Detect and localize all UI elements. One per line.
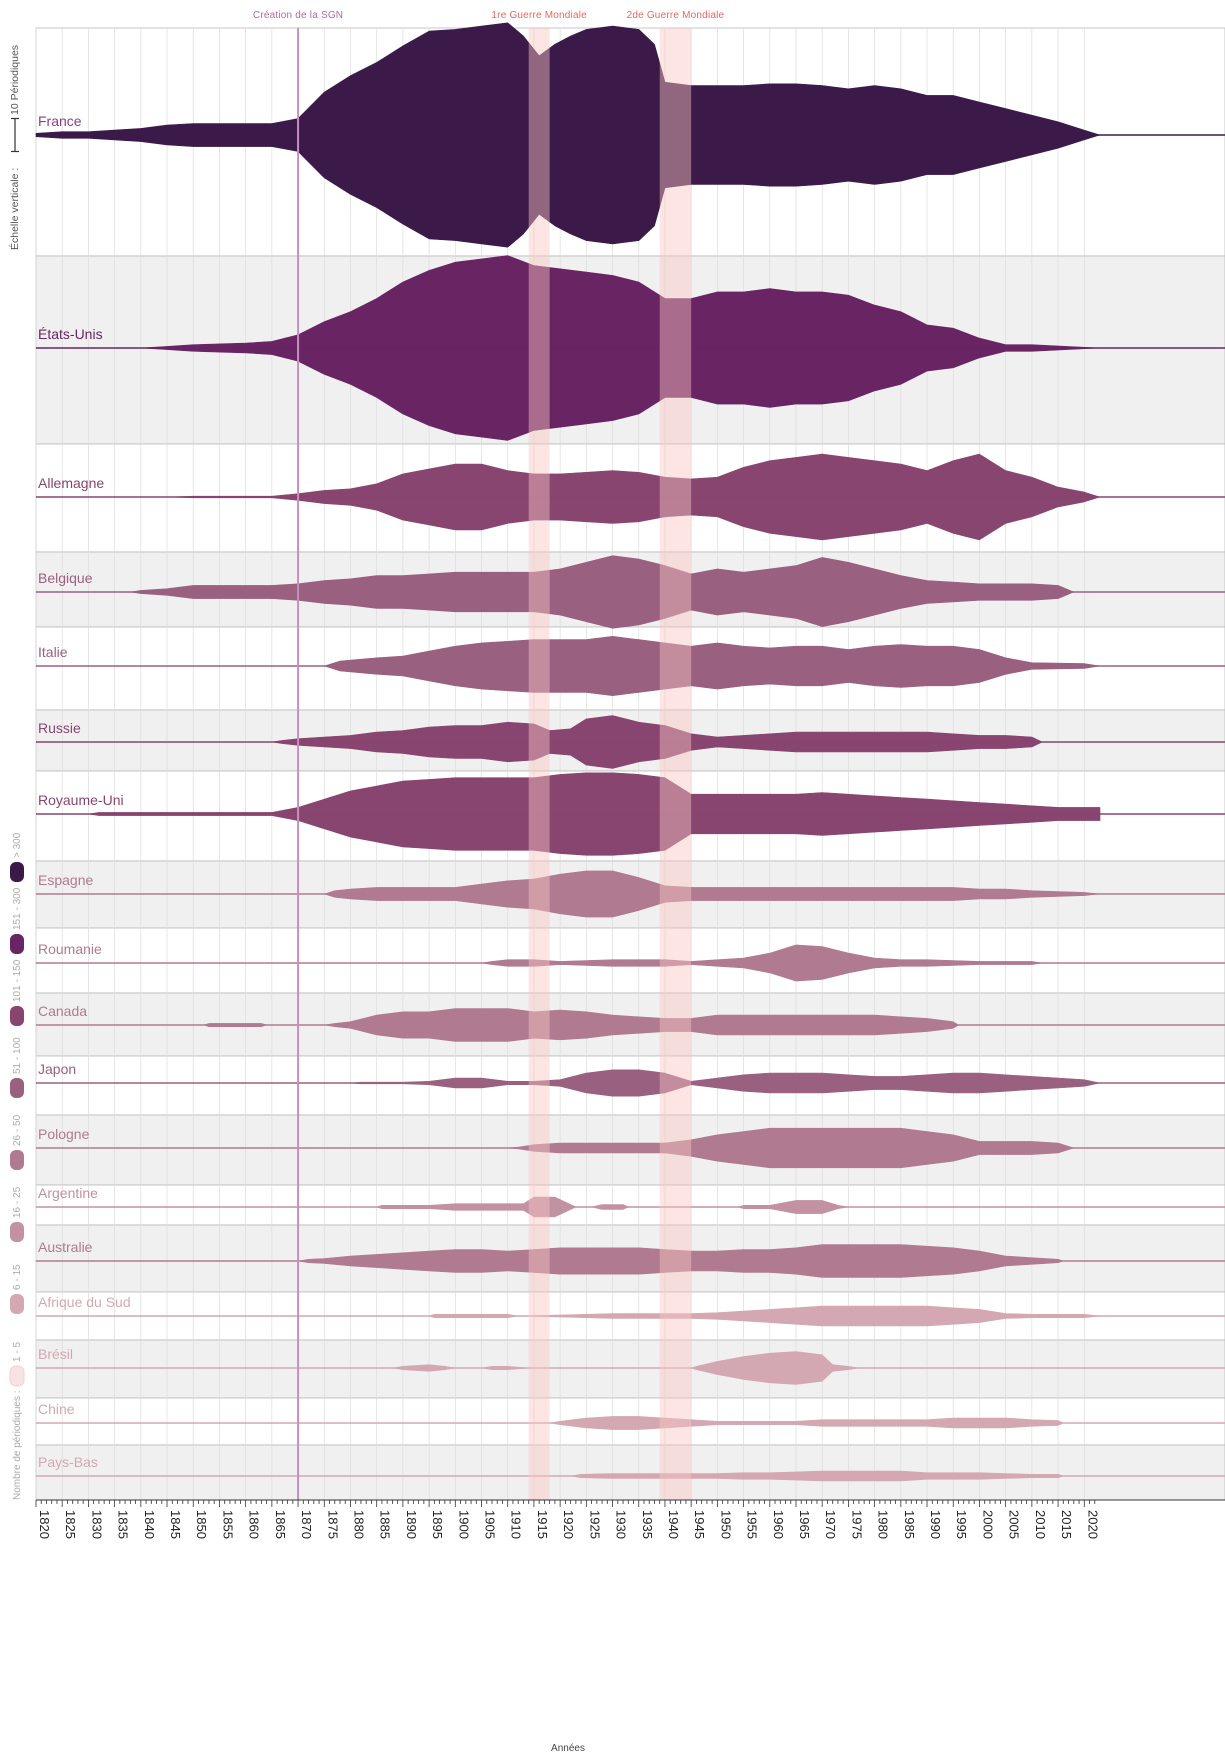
- x-tick-label: 1920: [561, 1510, 576, 1539]
- row-band: [35, 1444, 1225, 1501]
- x-tick-label: 1930: [614, 1510, 629, 1539]
- event-label: 1re Guerre Mondiale: [491, 10, 587, 21]
- vertical-scale-label: Échelle verticale :: [8, 168, 21, 250]
- x-tick-label: 1970: [823, 1510, 838, 1539]
- legend-swatch: [9, 1365, 25, 1387]
- x-tick-label: 1955: [745, 1510, 760, 1539]
- vertical-scale-value: 10 Périodiques: [9, 45, 21, 115]
- country-label: Belgique: [38, 570, 93, 586]
- x-tick-label: 1940: [666, 1510, 681, 1539]
- x-tick-label: 1960: [771, 1510, 786, 1539]
- x-tick-label: 1915: [535, 1510, 550, 1539]
- legend-label: 26 - 50: [12, 1114, 23, 1146]
- legend-label: 151 - 300: [12, 887, 23, 930]
- war-band: [659, 28, 692, 1500]
- legend-label: 51 - 100: [12, 1037, 23, 1074]
- country-label: Russie: [38, 720, 81, 736]
- country-label: Roumanie: [38, 941, 102, 957]
- x-tick-label: 1870: [299, 1510, 314, 1539]
- x-tick-label: 1840: [142, 1510, 157, 1539]
- country-label: Argentine: [38, 1185, 98, 1201]
- country-label: Brésil: [38, 1346, 73, 1362]
- war-band: [528, 28, 550, 1500]
- legend-swatch: [10, 1150, 24, 1170]
- country-label: Japon: [38, 1061, 76, 1077]
- legend-label: 1 - 5: [12, 1342, 23, 1362]
- x-tick-label: 1975: [849, 1510, 864, 1539]
- left-annotations: Échelle verticale : 10 Périodiques Nombre …: [8, 45, 25, 1500]
- x-tick-label: 2005: [1007, 1510, 1022, 1539]
- country-label: Afrique du Sud: [38, 1294, 131, 1310]
- year-gridlines: [35, 28, 1085, 1500]
- country-label: Espagne: [38, 872, 93, 888]
- country-label: France: [38, 113, 82, 129]
- country-label: Italie: [38, 644, 68, 660]
- x-tick-label: 1900: [456, 1510, 471, 1539]
- x-tick-label: 1995: [954, 1510, 969, 1539]
- legend-title: Nombre de périodiques :: [12, 1390, 23, 1500]
- x-tick-label: 1990: [928, 1510, 943, 1539]
- legend-swatch: [10, 1078, 24, 1098]
- country-label: États-Unis: [38, 326, 103, 342]
- legend-label: 6 - 15: [12, 1264, 23, 1290]
- country-label: Australie: [38, 1239, 93, 1255]
- x-tick-label: 1855: [220, 1510, 235, 1539]
- x-tick-label: 1985: [902, 1510, 917, 1539]
- event-overlays: [297, 28, 692, 1500]
- x-tick-label: 1925: [587, 1510, 602, 1539]
- country-labels: France États-Unis Allemagne Belgique Italie R…: [38, 113, 131, 1470]
- x-tick-label: 1950: [718, 1510, 733, 1539]
- legend-swatch: [10, 1222, 24, 1242]
- legend-label: 101 - 150: [12, 959, 23, 1002]
- x-tick-label: 1860: [247, 1510, 262, 1539]
- x-tick-label: 2010: [1033, 1510, 1048, 1539]
- x-tick-label: 1890: [404, 1510, 419, 1539]
- legend-swatch: [10, 1006, 24, 1026]
- event-labels: Création de la SGN 1re Guerre Mondiale 2de…: [253, 10, 725, 21]
- x-tick-label: 2000: [980, 1510, 995, 1539]
- x-tick-label: 1830: [89, 1510, 104, 1539]
- event-label: 2de Guerre Mondiale: [627, 10, 725, 21]
- x-tick-label: 1825: [63, 1510, 78, 1539]
- x-tick-label: 1965: [797, 1510, 812, 1539]
- row-band: [35, 1339, 1225, 1399]
- country-label: Pologne: [38, 1126, 90, 1142]
- event-label: Création de la SGN: [253, 10, 343, 21]
- legend-label: 16 - 25: [12, 1186, 23, 1218]
- row-band: [35, 1184, 1225, 1226]
- x-axis-title: Années: [551, 1743, 585, 1754]
- x-tick-label: 1835: [116, 1510, 131, 1539]
- x-tick-label: 1845: [168, 1510, 183, 1539]
- legend-swatch: [10, 1294, 24, 1314]
- x-tick-label: 1885: [378, 1510, 393, 1539]
- country-label: Pays-Bas: [38, 1454, 98, 1470]
- x-tick-label: 1945: [692, 1510, 707, 1539]
- country-streams: [35, 22, 1225, 1482]
- x-tick-label: 1910: [509, 1510, 524, 1539]
- x-tick-label: 1820: [37, 1510, 52, 1539]
- country-label: Canada: [38, 1003, 87, 1019]
- x-tick-label: 2015: [1059, 1510, 1074, 1539]
- x-tick-label: 1935: [640, 1510, 655, 1539]
- x-tick-label: 1865: [273, 1510, 288, 1539]
- legend-swatch: [10, 934, 24, 954]
- country-label: Royaume-Uni: [38, 792, 124, 808]
- x-tick-label: 2020: [1085, 1510, 1100, 1539]
- x-tick-label: 1880: [352, 1510, 367, 1539]
- legend-swatch: [10, 862, 24, 882]
- x-tick-label: 1905: [483, 1510, 498, 1539]
- country-label: Chine: [38, 1401, 75, 1417]
- legend-label: > 300: [12, 832, 23, 858]
- x-axis: 1820 1825 1830 1835 1840 1845 1850 1855 1860 1865…: [35, 1499, 1225, 1754]
- x-tick-label: 1980: [876, 1510, 891, 1539]
- x-tick-label: 1895: [430, 1510, 445, 1539]
- x-tick-label: 1850: [194, 1510, 209, 1539]
- x-tick-label: 1875: [325, 1510, 340, 1539]
- country-label: Allemagne: [38, 475, 104, 491]
